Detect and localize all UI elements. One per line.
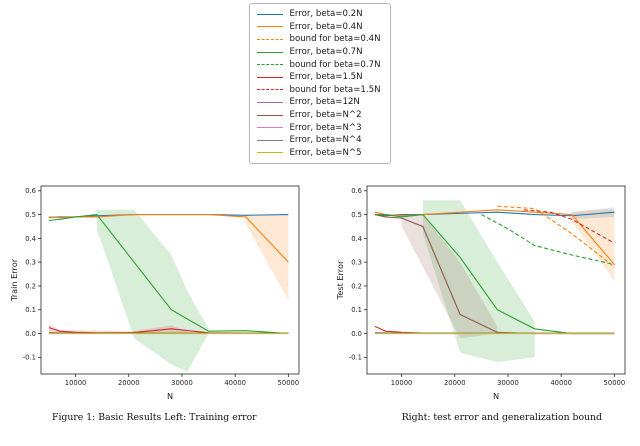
legend-line-sample [257, 26, 284, 28]
svg-text:0.3: 0.3 [351, 259, 362, 267]
caption-right-text: Right: test error and generalization bou… [401, 412, 602, 424]
legend-line-sample [257, 152, 284, 154]
legend-item: Error, beta=0.2N [257, 8, 380, 21]
svg-text:N: N [493, 391, 499, 401]
legend-line-sample [257, 64, 284, 66]
legend-label: Error, beta=0.7N [289, 47, 363, 58]
legend-item: Error, beta=0.7N [257, 46, 380, 59]
svg-text:-0.1: -0.1 [23, 354, 36, 362]
legend-item: bound for beta=0.7N [257, 58, 381, 71]
svg-text:Train Error: Train Error [9, 258, 19, 302]
legend-item: Error, beta=N^4 [257, 134, 380, 147]
legend-line-sample [257, 139, 284, 141]
legend-item: Error, beta=12N [257, 96, 380, 109]
legend-label: Error, beta=N^4 [289, 135, 362, 146]
svg-text:10000: 10000 [391, 379, 413, 387]
svg-text:20000: 20000 [118, 379, 140, 387]
svg-text:0.4: 0.4 [351, 235, 362, 243]
legend-label: Error, beta=1.5N [289, 72, 363, 83]
svg-text:40000: 40000 [550, 379, 572, 387]
svg-text:0.0: 0.0 [25, 330, 36, 338]
legend-label: bound for beta=1.5N [289, 84, 381, 95]
svg-text:0.6: 0.6 [25, 187, 36, 195]
legend-item: Error, beta=N^5 [257, 147, 380, 160]
legend-line-sample [257, 127, 284, 129]
svg-text:50000: 50000 [278, 379, 300, 387]
svg-text:0.1: 0.1 [351, 306, 362, 314]
svg-text:0.5: 0.5 [351, 211, 362, 219]
figure-caption: Figure 1: Basic Results Left: Training e… [0, 412, 640, 423]
plots-row: 10000 20000 30000 40000 50000 -0.1 0.0 0.1 0.2 0.… [0, 180, 640, 404]
legend-line-sample [257, 89, 284, 91]
legend-label: Error, beta=0.2N [289, 9, 363, 20]
legend-line-sample [257, 51, 284, 53]
svg-text:20000: 20000 [444, 379, 466, 387]
legend-line-sample [257, 13, 284, 15]
caption-left-text: Figure 1: Basic Results Left: Training e… [52, 412, 257, 424]
legend-label: Error, beta=N^2 [289, 110, 362, 121]
svg-text:30000: 30000 [497, 379, 519, 387]
svg-text:0.4: 0.4 [25, 235, 36, 243]
test-error-plot: 10000 20000 30000 40000 50000 -0.1 0.0 0.1 0.2 0.… [335, 185, 626, 401]
svg-text:40000: 40000 [224, 379, 246, 387]
legend-item: Error, beta=N^3 [257, 121, 380, 134]
svg-text:30000: 30000 [171, 379, 193, 387]
legend-item: Error, beta=0.4N [257, 21, 380, 34]
legend-line-sample [257, 114, 284, 116]
train-error-plot: 10000 20000 30000 40000 50000 -0.1 0.0 0.1 0.2 0.… [9, 185, 300, 401]
legend-item: Error, beta=N^2 [257, 109, 380, 122]
chart-legend: Error, beta=0.2N Error, beta=0.4N bound fo… [249, 3, 391, 165]
svg-text:0.2: 0.2 [25, 282, 36, 290]
legend-item: Error, beta=1.5N [257, 71, 380, 84]
svg-text:0.1: 0.1 [25, 306, 36, 314]
svg-text:Test Error: Test Error [335, 260, 345, 300]
legend-label: Error, beta=N^3 [289, 122, 362, 133]
svg-text:50000: 50000 [604, 379, 626, 387]
svg-text:10000: 10000 [65, 379, 87, 387]
legend-line-sample [257, 38, 284, 40]
svg-text:0.0: 0.0 [351, 330, 362, 338]
svg-text:0.6: 0.6 [351, 187, 362, 195]
legend-label: bound for beta=0.7N [289, 59, 381, 70]
legend-line-sample [257, 76, 284, 78]
legend-item: bound for beta=1.5N [257, 84, 381, 97]
svg-text:0.3: 0.3 [25, 259, 36, 267]
svg-text:N: N [167, 391, 173, 401]
svg-text:0.5: 0.5 [25, 211, 36, 219]
svg-text:-0.1: -0.1 [349, 354, 362, 362]
legend-label: Error, beta=N^5 [289, 147, 362, 158]
legend-label: Error, beta=0.4N [289, 21, 363, 32]
legend-line-sample [257, 101, 284, 103]
legend-label: bound for beta=0.4N [289, 34, 381, 45]
svg-text:0.2: 0.2 [351, 282, 362, 290]
legend-item: bound for beta=0.4N [257, 33, 381, 46]
legend-label: Error, beta=12N [289, 97, 360, 108]
